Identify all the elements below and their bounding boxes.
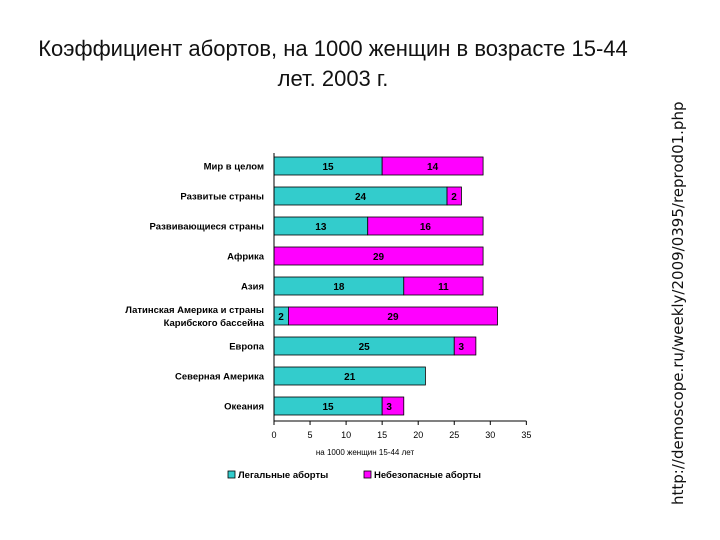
x-tick-label: 25 — [449, 430, 459, 440]
x-tick-label: 30 — [485, 430, 495, 440]
bar-segment-unsafe — [367, 216, 484, 236]
bar-value-label: 29 — [387, 312, 399, 323]
bar-value-label: 2 — [278, 312, 284, 323]
category-label: Азия — [241, 282, 264, 293]
legend-swatch-legal — [227, 470, 236, 479]
bar-segment-unsafe — [453, 336, 477, 356]
bar-value-label: 24 — [355, 192, 367, 203]
x-axis-label: на 1000 женщин 15-44 лет — [316, 448, 415, 457]
bar-value-label: 15 — [323, 402, 335, 413]
legend: Легальные аборты Небезопасные аборты — [227, 470, 481, 481]
bar-value-label: 16 — [420, 222, 432, 233]
bar-value-label: 29 — [373, 252, 385, 263]
bar-value-label: 18 — [333, 282, 345, 293]
bars-layer: 15 14 24 2 13 16 29 18 11 2 29 25 3 21 15 3 — [273, 156, 498, 416]
bar-value-label: 25 — [359, 342, 371, 353]
category-label: Африка — [227, 252, 265, 263]
category-label: Европа — [229, 342, 265, 353]
category-label: Северная Америка — [175, 372, 265, 383]
bar-value-label: 13 — [315, 222, 327, 233]
bar-segment-unsafe — [403, 276, 484, 296]
x-tick-label: 15 — [377, 430, 387, 440]
bar-segment-unsafe — [288, 306, 498, 326]
legend-label: Небезопасные аборты — [374, 470, 481, 481]
legend-swatch-unsafe — [363, 470, 372, 479]
category-labels-layer: Мир в целом Развитые страны Развивающиеся … — [125, 162, 264, 413]
legend-label: Легальные аборты — [238, 470, 328, 481]
x-tick-label: 20 — [413, 430, 423, 440]
category-label: Латинская Америка и страны Карибского бас… — [125, 305, 264, 329]
bar-segment-unsafe — [446, 186, 462, 206]
bar-value-label: 15 — [323, 162, 335, 173]
bar-value-label: 3 — [386, 402, 392, 413]
bar-segment-unsafe — [381, 396, 405, 416]
x-tick-label: 10 — [341, 430, 351, 440]
x-axis: 0 5 10 15 20 25 30 35 — [271, 153, 531, 440]
category-label: Мир в целом — [204, 162, 264, 173]
category-label: Развивающиеся страны — [150, 222, 264, 233]
bar-value-label: 21 — [344, 372, 356, 383]
category-label: Океания — [224, 402, 264, 413]
x-tick-label: 35 — [521, 430, 531, 440]
page-title: Коэффициент абортов, на 1000 женщин в во… — [38, 36, 628, 91]
category-label: Развитые страны — [180, 192, 264, 203]
x-tick-label: 5 — [308, 430, 313, 440]
x-tick-label: 0 — [271, 430, 276, 440]
bar-value-label: 11 — [438, 282, 449, 293]
bar-segment-unsafe — [381, 156, 484, 176]
bar-value-label: 14 — [427, 162, 439, 173]
bar-value-label: 2 — [451, 192, 457, 203]
bar-value-label: 3 — [458, 342, 464, 353]
